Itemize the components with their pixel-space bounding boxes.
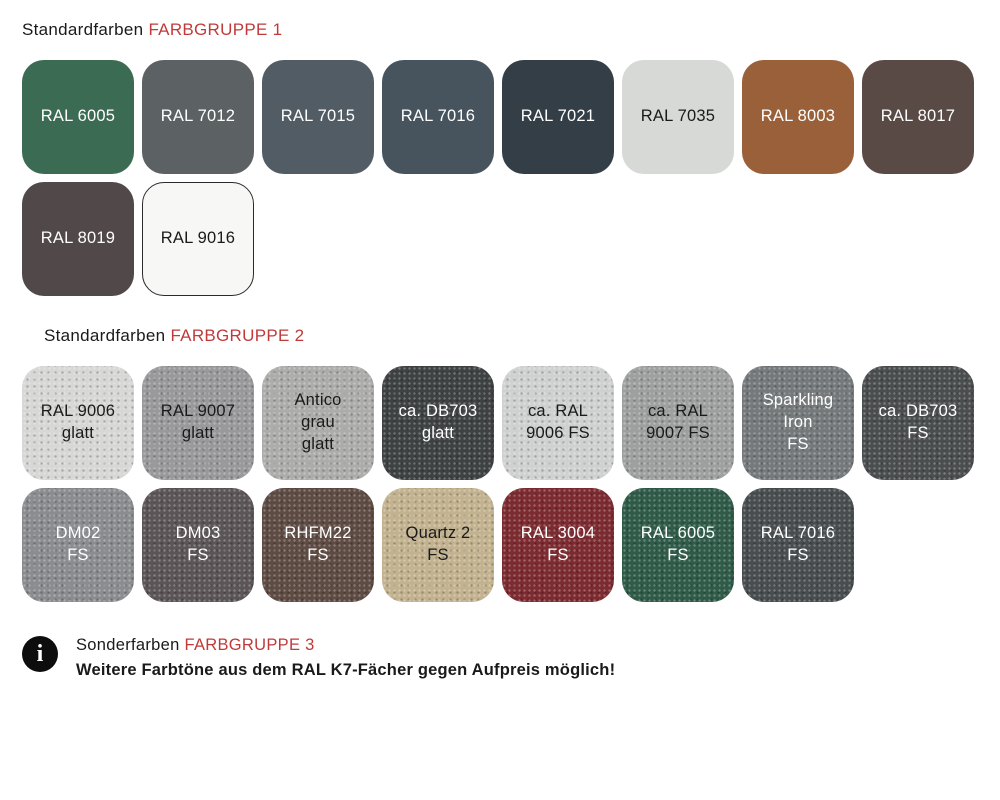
swatch-ca-ral-9006-fs[interactable]: ca. RAL 9006 FS: [502, 366, 614, 480]
swatch-label: RAL 9006 glatt: [40, 402, 116, 442]
swatch-ral-7016-fs[interactable]: RAL 7016 FS: [742, 488, 854, 602]
swatch-antico-grau-glatt[interactable]: Antico grau glatt: [262, 366, 374, 480]
farbgruppe-2-section: Standardfarben FARBGRUPPE 2 RAL 9006 gla…: [22, 326, 978, 602]
group-2-heading-accent: FARBGRUPPE 2: [170, 326, 305, 345]
swatch-label: DM02 FS: [55, 524, 101, 564]
swatch-label: RAL 7016: [400, 107, 476, 126]
swatch-ral-7035[interactable]: RAL 7035: [622, 60, 734, 174]
swatch-label: ca. DB703 FS: [878, 402, 958, 442]
swatch-label: RAL 6005 FS: [640, 524, 716, 564]
group-2-swatch-grid: RAL 9006 glatt RAL 9007 glatt Antico gra…: [22, 366, 978, 602]
swatch-label: DM03 FS: [175, 524, 221, 564]
swatch-label: Sparkling Iron FS: [762, 391, 834, 453]
sonderfarben-note: i Sonderfarben FARBGRUPPE 3 Weitere Farb…: [22, 634, 978, 680]
swatch-dm02-fs[interactable]: DM02 FS: [22, 488, 134, 602]
swatch-ral-8017[interactable]: RAL 8017: [862, 60, 974, 174]
swatch-ral-8019[interactable]: RAL 8019: [22, 182, 134, 296]
swatch-label: RAL 9007 glatt: [160, 402, 236, 442]
swatch-ca-ral-9007-fs[interactable]: ca. RAL 9007 FS: [622, 366, 734, 480]
swatch-label: RHFM22 FS: [284, 524, 352, 564]
swatch-ral-6005-fs[interactable]: RAL 6005 FS: [622, 488, 734, 602]
swatch-label: ca. RAL 9007 FS: [646, 402, 710, 442]
swatch-label: RAL 7015: [280, 107, 356, 126]
swatch-ral-7015[interactable]: RAL 7015: [262, 60, 374, 174]
swatch-quartz-2-fs[interactable]: Quartz 2 FS: [382, 488, 494, 602]
swatch-ral-7021[interactable]: RAL 7021: [502, 60, 614, 174]
swatch-ral-7016[interactable]: RAL 7016: [382, 60, 494, 174]
color-chart-page: Standardfarben FARBGRUPPE 1 RAL 6005 RAL…: [22, 20, 978, 680]
swatch-ca-db703-glatt[interactable]: ca. DB703 glatt: [382, 366, 494, 480]
swatch-label: RAL 8019: [40, 229, 116, 248]
swatch-label: RAL 9016: [160, 229, 236, 248]
sonderfarben-detail: Weitere Farbtöne aus dem RAL K7-Fächer g…: [76, 661, 616, 679]
swatch-label: RAL 6005: [40, 107, 116, 126]
group-1-heading: Standardfarben FARBGRUPPE 1: [22, 20, 978, 40]
swatch-label: ca. RAL 9006 FS: [526, 402, 590, 442]
swatch-ral-9007-glatt[interactable]: RAL 9007 glatt: [142, 366, 254, 480]
farbgruppe-1-section: Standardfarben FARBGRUPPE 1 RAL 6005 RAL…: [22, 20, 978, 296]
group-1-swatch-grid: RAL 6005 RAL 7012 RAL 7015 RAL 7016 RAL …: [22, 60, 978, 296]
swatch-dm03-fs[interactable]: DM03 FS: [142, 488, 254, 602]
sonderfarben-heading-plain: Sonderfarben: [76, 636, 180, 654]
swatch-ral-3004-fs[interactable]: RAL 3004 FS: [502, 488, 614, 602]
swatch-label: RAL 7035: [640, 107, 716, 126]
swatch-rhfm22-fs[interactable]: RHFM22 FS: [262, 488, 374, 602]
swatch-label: Quartz 2 FS: [405, 524, 471, 564]
swatch-label: Antico grau glatt: [294, 391, 342, 453]
group-2-heading: Standardfarben FARBGRUPPE 2: [44, 326, 978, 346]
sonderfarben-heading-accent: FARBGRUPPE 3: [184, 636, 315, 654]
group-1-heading-plain: Standardfarben: [22, 20, 144, 39]
swatch-ca-db703-fs[interactable]: ca. DB703 FS: [862, 366, 974, 480]
swatch-label: RAL 7012: [160, 107, 236, 126]
info-icon: i: [22, 636, 58, 672]
swatch-ral-6005[interactable]: RAL 6005: [22, 60, 134, 174]
swatch-label: RAL 3004 FS: [520, 524, 596, 564]
sonderfarben-note-text: Sonderfarben FARBGRUPPE 3 Weitere Farbtö…: [76, 634, 615, 680]
sonderfarben-heading: Sonderfarben FARBGRUPPE 3: [76, 636, 615, 655]
swatch-sparkling-iron-fs[interactable]: Sparkling Iron FS: [742, 366, 854, 480]
swatch-label: RAL 7016 FS: [760, 524, 836, 564]
group-2-heading-plain: Standardfarben: [44, 326, 166, 345]
swatch-label: ca. DB703 glatt: [398, 402, 478, 442]
swatch-ral-9006-glatt[interactable]: RAL 9006 glatt: [22, 366, 134, 480]
swatch-label: RAL 8003: [760, 107, 836, 126]
group-1-heading-accent: FARBGRUPPE 1: [148, 20, 283, 39]
swatch-label: RAL 8017: [880, 107, 956, 126]
swatch-ral-9016[interactable]: RAL 9016: [142, 182, 254, 296]
swatch-label: RAL 7021: [520, 107, 596, 126]
swatch-ral-7012[interactable]: RAL 7012: [142, 60, 254, 174]
swatch-ral-8003[interactable]: RAL 8003: [742, 60, 854, 174]
